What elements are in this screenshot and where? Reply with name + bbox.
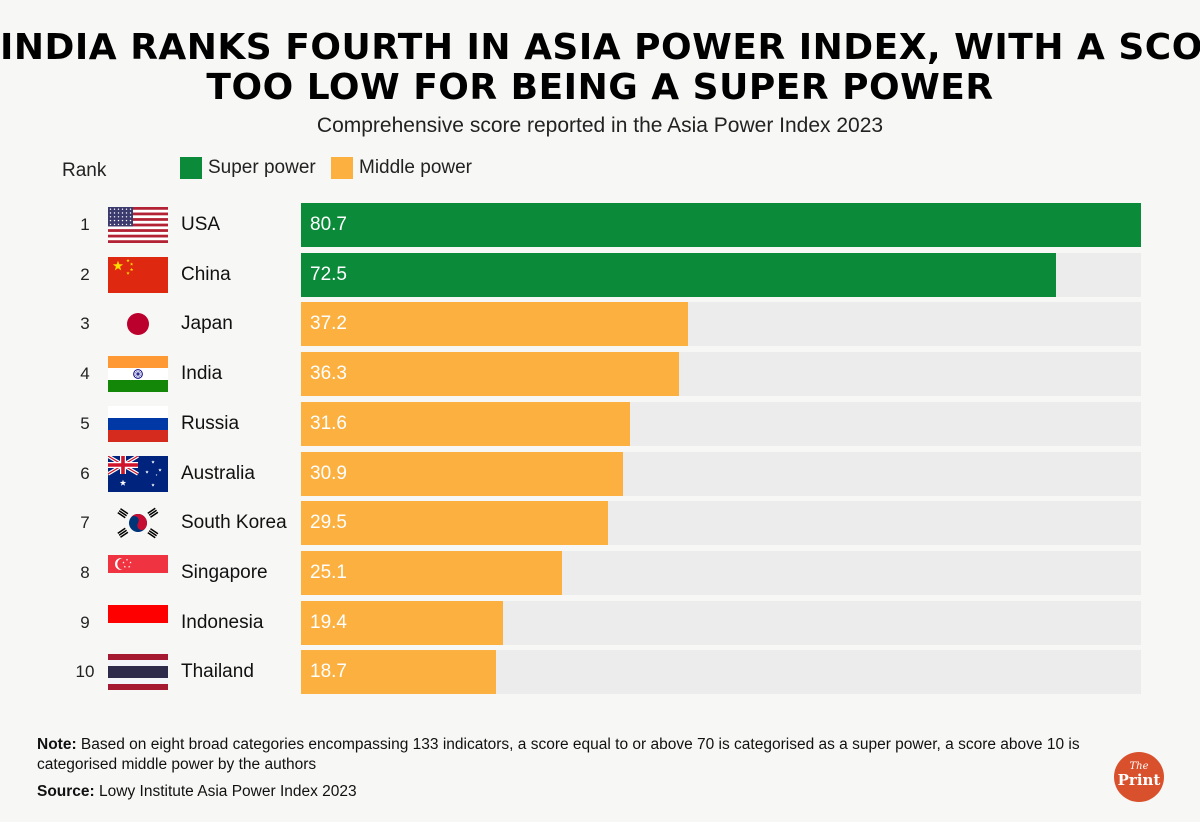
country-label: India xyxy=(181,363,223,385)
legend-super-power: Super power xyxy=(180,157,316,179)
bar-track: 37.2 xyxy=(301,302,1141,347)
rank-label: 5 xyxy=(80,413,90,433)
bar-value-label: 29.5 xyxy=(310,512,347,534)
bar-track: 18.7 xyxy=(301,650,1141,695)
bar-row: 2 China 72.5 xyxy=(0,252,1200,297)
bar-track: 36.3 xyxy=(301,352,1141,397)
theprint-logo: The Print xyxy=(1114,752,1164,802)
bar-value-label: 19.4 xyxy=(310,611,347,633)
legend-middle-power: Middle power xyxy=(331,157,472,179)
bar-track: 19.4 xyxy=(301,600,1141,645)
source-label: Source: xyxy=(37,783,95,800)
legend-label-super-power: Super power xyxy=(208,157,316,178)
chart-note: Note: Based on eight broad categories en… xyxy=(37,735,1097,775)
bar-track: 80.7 xyxy=(301,203,1141,247)
bar-row: 1 USA 80.7 xyxy=(0,203,1200,247)
chart-title: INDIA RANKS FOURTH IN ASIA POWER INDEX, … xyxy=(0,28,1200,108)
source-text: Lowy Institute Asia Power Index 2023 xyxy=(99,783,357,800)
bar-row: 10 Thailand 18.7 xyxy=(0,650,1200,695)
south-korea-flag-icon xyxy=(108,505,168,542)
usa-flag-icon xyxy=(108,207,168,243)
thailand-flag-icon xyxy=(108,654,168,691)
country-label: China xyxy=(181,263,231,285)
russia-flag-icon xyxy=(108,405,168,442)
bar-value-label: 37.2 xyxy=(310,313,347,335)
bar-value-label: 36.3 xyxy=(310,363,347,385)
japan-flag-icon xyxy=(108,306,168,343)
logo-line-2: Print xyxy=(1117,771,1161,789)
bar-track: 25.1 xyxy=(301,550,1141,595)
bar: 18.7 xyxy=(301,650,496,695)
bar: 29.5 xyxy=(301,501,609,546)
bar: 37.2 xyxy=(301,302,689,347)
logo-line-1: The xyxy=(1129,761,1149,772)
country-label: South Korea xyxy=(181,512,287,534)
rank-label: 9 xyxy=(80,612,90,632)
bar: 19.4 xyxy=(301,600,503,645)
country-label: Indonesia xyxy=(181,611,264,633)
bar: 25.1 xyxy=(301,550,563,595)
singapore-flag-icon xyxy=(108,554,168,591)
rank-label: 8 xyxy=(80,562,90,582)
rank-label: 7 xyxy=(80,513,90,533)
bar-value-label: 31.6 xyxy=(310,412,347,434)
chart-source: Source: Lowy Institute Asia Power Index … xyxy=(37,783,357,801)
rank-label: 6 xyxy=(80,463,90,483)
country-label: Thailand xyxy=(181,661,254,683)
india-flag-icon xyxy=(108,356,168,393)
chart-subtitle: Comprehensive score reported in the Asia… xyxy=(316,114,884,137)
note-text: Based on eight broad categories encompas… xyxy=(37,736,1080,773)
bar-row: 6 Australia 30.9 xyxy=(0,451,1200,496)
country-label: Australia xyxy=(181,462,255,484)
bar-track: 31.6 xyxy=(301,401,1141,446)
bar: 31.6 xyxy=(301,401,630,446)
bar-value-label: 25.1 xyxy=(310,561,347,583)
country-label: Singapore xyxy=(181,561,268,583)
rank-label: 3 xyxy=(80,314,90,334)
legend-label-middle-power: Middle power xyxy=(359,157,472,178)
bar-row: 4 India 36.3 xyxy=(0,352,1200,397)
australia-flag-icon xyxy=(107,453,168,492)
bar: 36.3 xyxy=(301,352,679,397)
indonesia-flag-icon xyxy=(108,604,168,641)
bar: 30.9 xyxy=(301,451,623,496)
title-line-2: TOO LOW FOR BEING A SUPER POWER xyxy=(206,67,994,108)
country-label: Japan xyxy=(181,313,233,335)
bar-value-label: 18.7 xyxy=(310,661,347,683)
rank-label: 10 xyxy=(75,662,95,682)
title-line-1: INDIA RANKS FOURTH IN ASIA POWER INDEX, … xyxy=(0,27,1200,68)
bar-track: 72.5 xyxy=(301,252,1141,297)
country-label: Russia xyxy=(181,412,240,434)
rank-label: 4 xyxy=(80,364,90,384)
bar-value-label: 30.9 xyxy=(310,462,347,484)
bar: 72.5 xyxy=(301,252,1056,297)
rank-label: 2 xyxy=(80,264,90,284)
legend-swatch-super-power xyxy=(180,157,202,179)
bar-value-label: 72.5 xyxy=(310,263,347,285)
rank-label: 1 xyxy=(80,215,90,234)
bar-track: 30.9 xyxy=(301,451,1141,496)
bar-row: 5 Russia 31.6 xyxy=(0,401,1200,446)
bar-track: 29.5 xyxy=(301,501,1141,546)
china-flag-icon xyxy=(108,256,168,293)
bar-row: 8 Singapore 25.1 xyxy=(0,550,1200,595)
note-label: Note: xyxy=(37,736,77,753)
bar-row: 3 Japan 37.2 xyxy=(0,302,1200,347)
bar-row: 9 Indonesia 19.4 xyxy=(0,600,1200,645)
legend-swatch-middle-power xyxy=(331,157,353,179)
bar-row: 7 South Korea 29.5 xyxy=(0,501,1200,546)
bar: 80.7 xyxy=(301,203,1141,247)
country-label: USA xyxy=(181,214,221,235)
bar-value-label: 80.7 xyxy=(310,214,347,235)
rank-column-header: Rank xyxy=(62,160,107,181)
